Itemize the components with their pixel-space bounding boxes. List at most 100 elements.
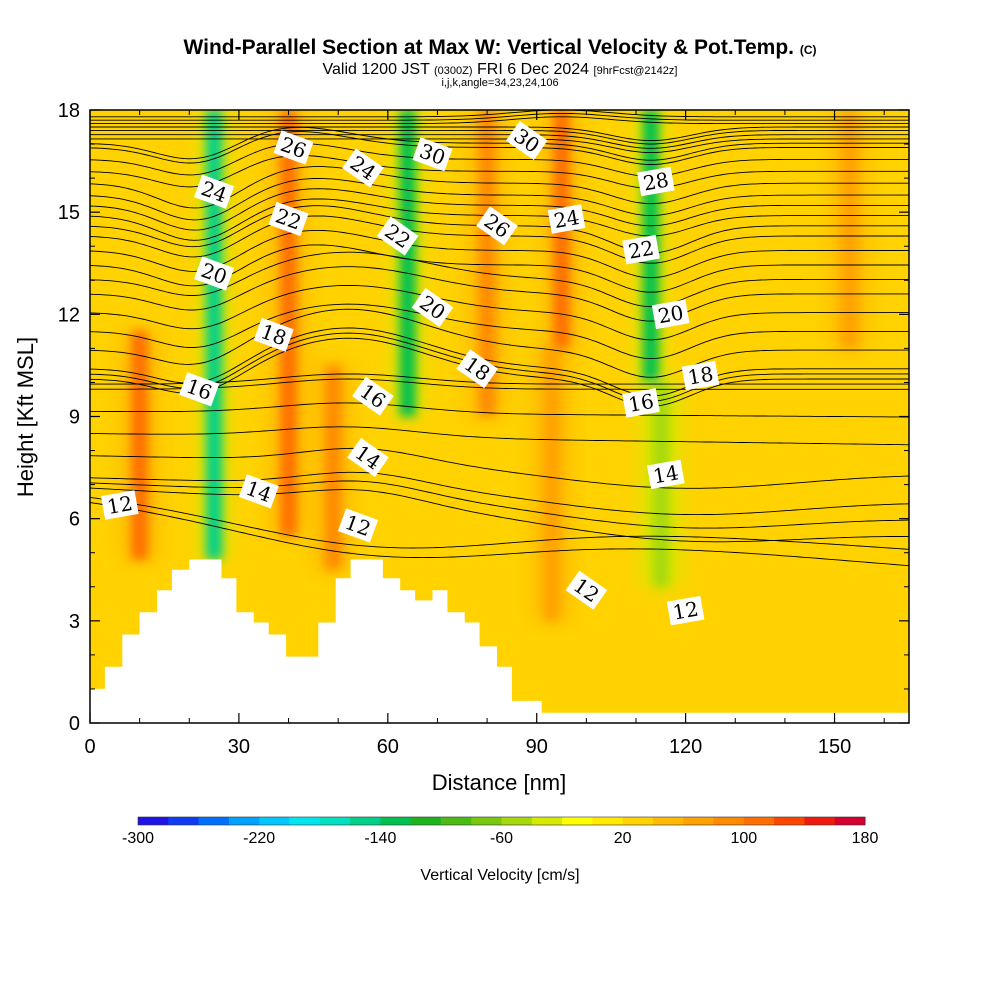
colorbar-swatch	[440, 817, 472, 825]
contour-label-box	[268, 201, 309, 237]
isentrope-intermediate	[90, 229, 909, 279]
valid-prefix: Valid 1200 JST	[322, 61, 430, 78]
updraft-core	[325, 365, 342, 570]
contour-label-text: 22	[626, 236, 655, 264]
contour-label-12: 12	[100, 490, 139, 520]
axes: 0 30 60 90 120 150 0 3 6 9 12 15 18	[58, 100, 909, 758]
contour-label-box	[681, 360, 720, 391]
isentrope-intermediate	[90, 332, 909, 402]
isentrope-intermediate	[90, 126, 909, 142]
x-tick-label: 120	[669, 736, 702, 758]
isentrope-intermediate	[90, 154, 909, 189]
downdraft-core	[206, 110, 223, 560]
contour-label-box	[622, 388, 660, 418]
contour-label-box	[179, 372, 220, 407]
y-axis-label: Height [Kft MSL]	[13, 337, 38, 497]
y-tick-label: 6	[69, 509, 80, 531]
chart-subtitle: Valid 1200 JST (0300Z) FRI 6 Dec 2024 [9…	[0, 61, 1000, 79]
y-tick-label: 9	[69, 407, 80, 429]
contour-label-box	[646, 459, 685, 490]
valid-date: FRI 6 Dec 2024	[477, 61, 590, 78]
isentrope-26	[90, 131, 909, 165]
colorbar-swatch	[138, 817, 169, 825]
isentrope-20	[90, 266, 909, 322]
contour-label-22: 22	[622, 234, 660, 265]
colorbar-swatch	[228, 817, 260, 825]
contour-label-30: 30	[505, 121, 548, 161]
contour-label-18: 18	[681, 360, 720, 391]
colorbar-swatch	[501, 817, 533, 825]
contour-label-box	[347, 437, 389, 477]
x-tick-label: 90	[526, 736, 548, 758]
contour-label-box	[476, 206, 518, 246]
colorbar-tick-label: 180	[852, 830, 879, 847]
contour-label-box	[651, 299, 690, 330]
colorbar-swatch	[350, 817, 381, 825]
contour-label-box	[637, 166, 675, 197]
colorbar-tick-label: 20	[614, 830, 632, 847]
updraft-core	[841, 110, 858, 349]
colorbar-swatch	[804, 817, 836, 825]
isentrope-intermediate	[90, 402, 909, 418]
y-tick-label: 0	[69, 713, 80, 735]
contour-label-24: 24	[547, 204, 586, 234]
isentrope-intermediate	[90, 373, 909, 385]
contour-label-text: 14	[651, 460, 680, 488]
colorbar: -300 -220 -140 -60 20 100 180	[122, 816, 879, 847]
colorbar-swatch	[471, 817, 502, 825]
contour-label-box	[238, 474, 279, 509]
colorbar-label: Vertical Velocity [cm/s]	[420, 867, 579, 884]
colorbar-swatch	[168, 817, 200, 825]
contour-label-box	[412, 137, 453, 172]
colorbar-swatch	[592, 817, 624, 825]
updraft-core	[543, 348, 560, 621]
isentrope-16	[90, 378, 909, 390]
contour-label-box	[352, 376, 394, 416]
section-indices: i,j,k,angle=34,23,24,106	[441, 77, 559, 89]
colorbar-swatch	[743, 817, 775, 825]
chart-title: Wind-Parallel Section at Max W: Vertical…	[0, 36, 1000, 60]
isentrope-intermediate	[90, 480, 909, 529]
title-text: Wind-Parallel Section at Max W: Vertical…	[183, 36, 794, 59]
contour-label-20: 20	[651, 299, 690, 330]
isentrope-18	[90, 327, 909, 397]
y-tick-label: 12	[58, 304, 80, 326]
colorbar-swatch	[259, 817, 290, 825]
isentrope-intermediate	[90, 143, 909, 177]
colorbar-swatch	[410, 817, 442, 825]
colorbar-swatch	[774, 817, 805, 825]
x-tick-label: 60	[377, 736, 399, 758]
isentrope-intermediate	[90, 126, 909, 161]
colorbar-swatch	[713, 817, 745, 825]
y-tick-label: 15	[58, 202, 80, 224]
isentrope-30	[90, 110, 909, 118]
contour-label-14: 14	[238, 474, 279, 509]
y-tick-label: 18	[58, 100, 80, 122]
isentrope-intermediate	[90, 447, 909, 489]
colorbar-frame	[137, 816, 866, 826]
terrain-mask	[90, 559, 909, 723]
colorbar-swatch	[653, 817, 684, 825]
colorbar-swatch	[562, 817, 593, 825]
colorbar-tick-label: 100	[730, 830, 757, 847]
forecast-info: [9hrFcst@2142z]	[593, 65, 678, 77]
isentrope-28	[90, 129, 909, 145]
isentrope-intermediate	[90, 188, 909, 231]
isentrope-intermediate	[90, 303, 909, 360]
colorbar-swatch	[683, 817, 715, 825]
colorbar-swatch	[531, 817, 563, 825]
colorbar-tick-label: -300	[122, 830, 154, 847]
isentrope-intermediate	[90, 134, 909, 149]
x-tick-label: 150	[818, 736, 851, 758]
y-tick-label: 3	[69, 611, 80, 633]
isentrope-14	[90, 471, 909, 516]
contour-label-box	[273, 130, 314, 165]
contour-label-text: 28	[641, 167, 670, 195]
isentrope-intermediate	[90, 337, 909, 407]
isentrope-12	[90, 502, 909, 567]
contour-label-box	[253, 317, 294, 352]
isentrope-intermediate	[90, 112, 909, 121]
contour-label-box	[456, 349, 499, 389]
isentrope-intermediate	[90, 284, 909, 341]
